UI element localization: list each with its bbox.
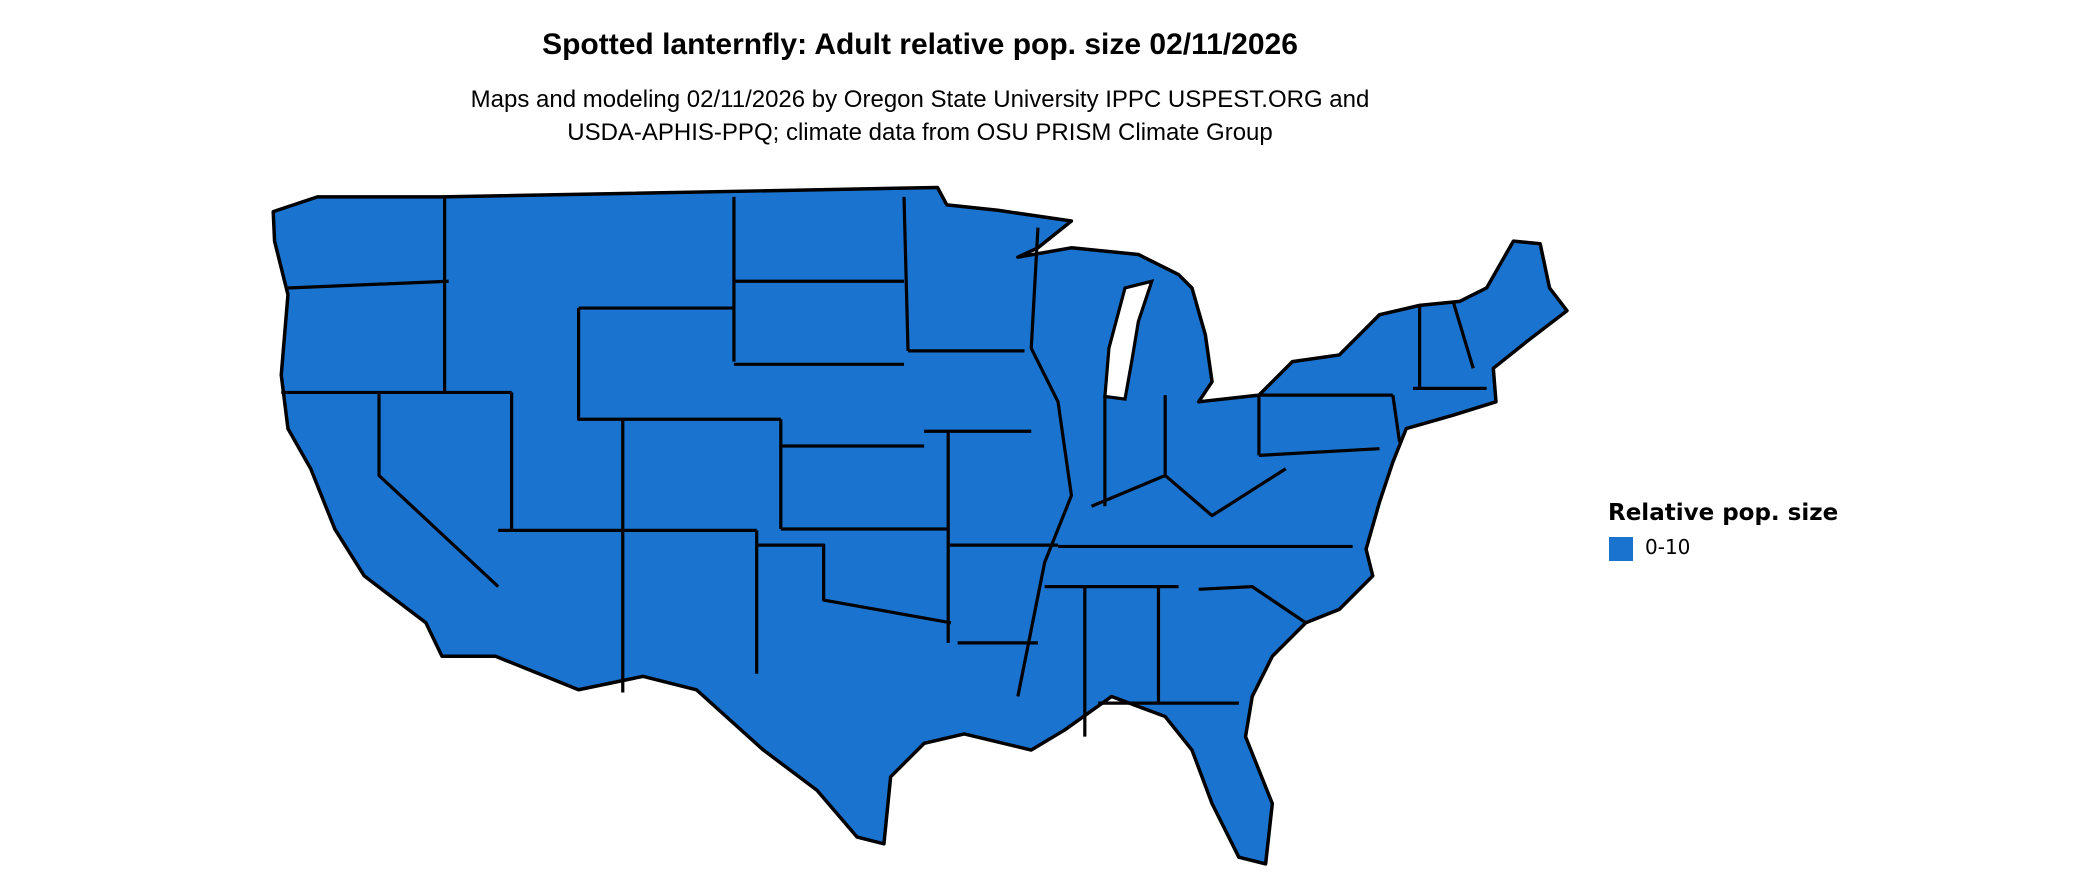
state-border-15 xyxy=(756,543,952,625)
state-border-17 xyxy=(902,196,910,351)
state-border-32 xyxy=(1258,447,1380,457)
state-borders xyxy=(281,196,1487,737)
map-subtitle-line-2: USDA-APHIS-PPQ; climate data from OSU PR… xyxy=(567,119,1273,146)
lake-michigan xyxy=(1103,278,1155,401)
legend-title: Relative pop. size xyxy=(1608,500,1839,526)
state-border-26 xyxy=(1090,467,1287,518)
state-border-3 xyxy=(377,392,500,588)
state-border-0 xyxy=(287,279,449,290)
state-border-31 xyxy=(1391,394,1402,443)
state-border-33 xyxy=(1198,585,1307,625)
legend-key-0-10 xyxy=(1609,537,1633,561)
map-title: Spotted lanternfly: Adult relative pop. … xyxy=(542,28,1298,61)
map-subtitle-line-1: Maps and modeling 02/11/2026 by Oregon S… xyxy=(470,86,1370,113)
state-border-7 xyxy=(576,308,781,421)
us-outline xyxy=(271,185,1569,866)
state-border-38 xyxy=(1451,300,1475,369)
legend-label-0-10: 0-10 xyxy=(1645,535,1691,559)
state-border-18 xyxy=(1016,227,1074,697)
